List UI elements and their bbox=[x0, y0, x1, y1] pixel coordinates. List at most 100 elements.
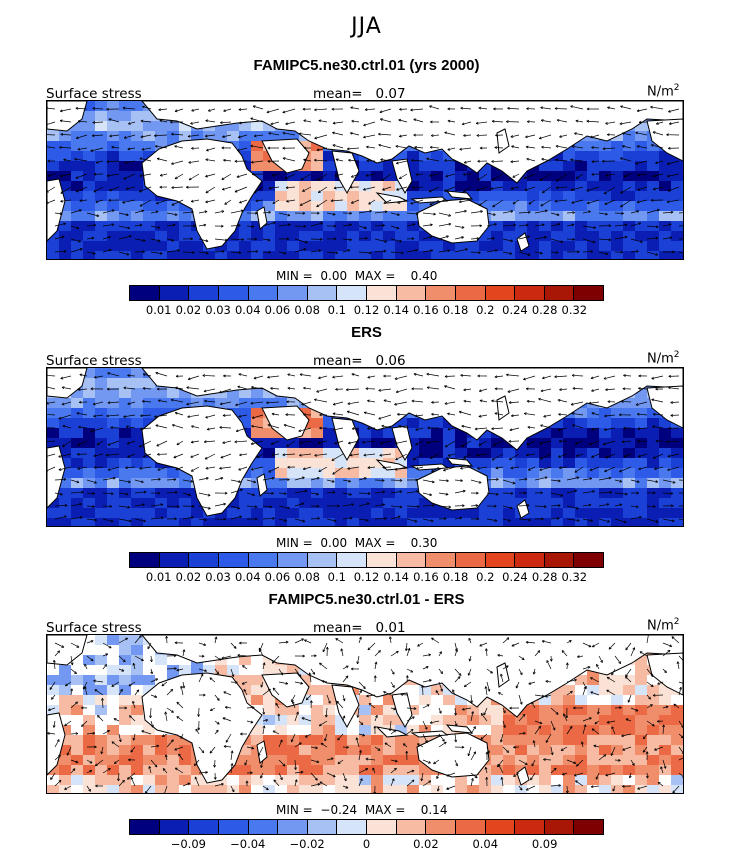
wind-vector bbox=[470, 751, 477, 761]
field-cell bbox=[287, 765, 299, 775]
field-cell bbox=[635, 121, 647, 131]
wind-vector bbox=[290, 733, 296, 743]
wind-vector bbox=[390, 238, 402, 243]
field-cell bbox=[227, 785, 239, 793]
colorbar-swatch bbox=[337, 820, 367, 834]
field-cell bbox=[659, 428, 671, 438]
wind-vector bbox=[447, 107, 456, 111]
wind-vector bbox=[534, 720, 543, 725]
field-cell bbox=[611, 408, 623, 418]
wind-vector bbox=[667, 466, 680, 472]
wind-vector bbox=[541, 145, 552, 149]
field-cell bbox=[239, 675, 251, 685]
field-cell bbox=[335, 231, 347, 241]
wind-vector bbox=[93, 186, 104, 193]
field-cell bbox=[671, 201, 683, 211]
wind-vector bbox=[390, 767, 397, 774]
field-cell bbox=[59, 735, 71, 745]
wind-vector bbox=[667, 453, 680, 458]
wind-vector bbox=[346, 410, 360, 416]
wind-vector bbox=[559, 388, 568, 392]
field-cell bbox=[371, 498, 383, 508]
field-cell bbox=[611, 468, 623, 478]
wind-vector bbox=[575, 173, 584, 179]
field-cell bbox=[95, 151, 107, 161]
field-cell bbox=[479, 191, 491, 201]
panel-3-unit-text: N/m bbox=[647, 618, 674, 634]
field-cell bbox=[491, 725, 503, 735]
wind-vector bbox=[366, 694, 376, 698]
wind-vector bbox=[429, 105, 440, 110]
field-cell bbox=[359, 705, 371, 715]
wind-vector bbox=[470, 694, 474, 704]
field-cell bbox=[383, 181, 395, 191]
field-cell bbox=[599, 765, 611, 775]
wind-vector bbox=[246, 517, 258, 521]
wind-vector bbox=[508, 439, 520, 443]
field-cell bbox=[551, 498, 563, 508]
field-cell bbox=[575, 438, 587, 448]
wind-vector bbox=[234, 440, 248, 444]
field-cell bbox=[155, 488, 167, 498]
wind-vector bbox=[502, 223, 517, 227]
field-cell bbox=[371, 745, 383, 755]
field-cell bbox=[107, 508, 119, 518]
wind-vector bbox=[156, 440, 168, 447]
field-cell bbox=[95, 518, 107, 526]
wind-vector bbox=[51, 694, 56, 700]
wind-vector bbox=[557, 427, 568, 432]
coastline bbox=[646, 652, 683, 696]
wind-vector bbox=[652, 693, 664, 697]
field-cell bbox=[335, 745, 347, 755]
wind-vector bbox=[214, 782, 224, 787]
wind-vector bbox=[390, 515, 401, 520]
field-cell bbox=[671, 241, 683, 251]
field-cell bbox=[407, 161, 419, 171]
wind-vector bbox=[75, 173, 88, 179]
field-cell bbox=[179, 488, 191, 498]
field-cell bbox=[119, 241, 131, 251]
wind-vector bbox=[479, 146, 488, 150]
wind-vector bbox=[382, 186, 392, 191]
wind-vector bbox=[47, 707, 56, 711]
wind-vector bbox=[630, 647, 636, 657]
field-cell bbox=[431, 518, 443, 526]
field-cell bbox=[155, 388, 167, 398]
field-cell bbox=[635, 231, 647, 241]
field-cell bbox=[479, 705, 491, 715]
wind-vector bbox=[476, 186, 488, 192]
wind-vector bbox=[150, 225, 161, 229]
wind-vector bbox=[214, 238, 228, 242]
wind-vector bbox=[566, 223, 575, 227]
field-cell bbox=[335, 448, 347, 458]
field-cell bbox=[515, 448, 527, 458]
field-cell bbox=[431, 715, 443, 725]
wind-vector bbox=[444, 401, 456, 405]
field-cell bbox=[623, 705, 635, 715]
wind-vector bbox=[47, 453, 56, 458]
wind-vector bbox=[413, 372, 424, 377]
wind-vector bbox=[479, 642, 488, 647]
field-cell bbox=[179, 655, 191, 665]
wind-vector bbox=[374, 210, 388, 214]
wind-vector bbox=[550, 707, 559, 715]
wind-vector bbox=[550, 720, 556, 731]
wind-vector bbox=[614, 223, 628, 227]
field-cell bbox=[371, 785, 383, 793]
wind-vector bbox=[415, 173, 424, 176]
field-cell bbox=[599, 408, 611, 418]
wind-vector bbox=[182, 681, 186, 689]
colorbar-tick-label: 0.24 bbox=[502, 303, 528, 317]
wind-vector bbox=[330, 199, 344, 203]
wind-vector bbox=[476, 453, 488, 457]
wind-vector bbox=[538, 397, 552, 403]
field-cell bbox=[575, 408, 587, 418]
wind-vector bbox=[566, 518, 580, 522]
field-cell bbox=[179, 735, 191, 745]
field-cell bbox=[443, 448, 455, 458]
wind-vector bbox=[310, 249, 322, 253]
wind-vector bbox=[461, 424, 472, 429]
field-cell bbox=[347, 725, 359, 735]
wind-vector bbox=[342, 503, 354, 507]
field-cell bbox=[335, 725, 347, 735]
